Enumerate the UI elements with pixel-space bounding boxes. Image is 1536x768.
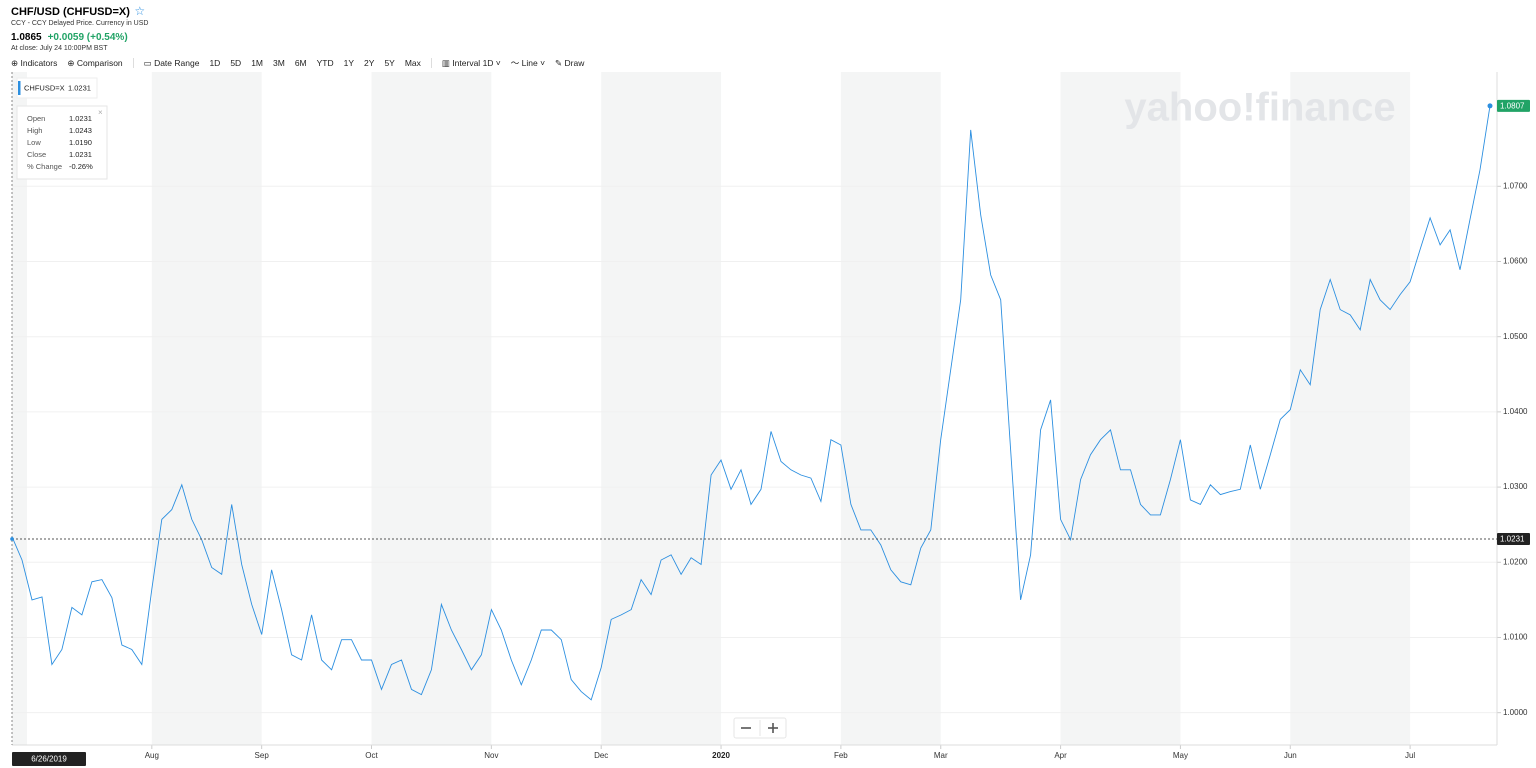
cursor-value-badge	[1497, 532, 1530, 545]
y-tick-label: 1.0500	[1503, 332, 1528, 341]
x-tick-label: Dec	[594, 751, 608, 760]
x-tick-label: 2020	[712, 751, 730, 760]
tooltip-key: Low	[27, 138, 41, 147]
tooltip-key: Close	[27, 150, 46, 159]
last-value-badge	[1497, 99, 1530, 112]
x-tick-label: Nov	[484, 751, 498, 760]
month-shade	[12, 72, 27, 745]
range-button[interactable]: 6M	[294, 58, 307, 68]
range-button[interactable]: YTD	[316, 58, 334, 68]
range-button[interactable]: 5Y	[384, 58, 395, 68]
month-shade	[1290, 72, 1411, 745]
legend-chip	[16, 77, 98, 99]
range-button[interactable]: 2Y	[364, 58, 375, 68]
separator	[132, 58, 134, 68]
toolbar-item[interactable]: 〜 Line ˅	[510, 58, 546, 68]
month-shade	[840, 72, 941, 745]
x-tick-label: Jun	[1284, 751, 1297, 760]
y-tick-label: 1.0300	[1503, 482, 1528, 491]
x-tick-label: Apr	[1054, 751, 1067, 760]
y-tick-label: 1.0000	[1503, 708, 1528, 717]
range-button[interactable]: 1M	[251, 58, 263, 68]
tooltip-value: 1.0231	[69, 114, 92, 123]
toolbar-item[interactable]: ✎ Draw	[555, 57, 585, 68]
tooltip-value: 1.0243	[69, 126, 92, 135]
range-button[interactable]: Max	[404, 58, 421, 68]
y-tick-label: 1.0600	[1503, 257, 1528, 266]
toolbar-label: Date Range	[154, 57, 200, 68]
y-tick-label: 1.0700	[1503, 181, 1528, 190]
x-tick-label: May	[1173, 751, 1188, 760]
toolbar-label: Draw	[564, 57, 585, 68]
month-shade	[1060, 72, 1181, 745]
x-tick-label: Aug	[145, 751, 159, 760]
toolbar-label: Interval	[452, 57, 481, 68]
cursor-value-label: 1.0231	[1500, 535, 1525, 544]
y-tick-label: 1.0100	[1503, 633, 1528, 642]
range-button[interactable]: 1D	[209, 58, 221, 68]
tooltip	[16, 105, 108, 180]
tooltip-key: Open	[27, 114, 45, 123]
toolbar-label: Line	[521, 58, 538, 68]
range-button[interactable]: 3M	[273, 58, 285, 68]
tooltip-key: % Change	[27, 162, 62, 171]
separator	[430, 58, 432, 68]
x-tick-label: Jul	[1405, 751, 1415, 760]
price: 1.0865	[11, 32, 42, 43]
toolbar-label: Indicators	[20, 57, 58, 68]
legend-swatch	[18, 81, 21, 95]
header: CHF/USD (CHFUSD=X) ☆ CCY - CCY Delayed P…	[11, 2, 148, 52]
watch-star[interactable]: ☆	[134, 4, 146, 18]
x-tick-label: Sep	[255, 751, 270, 760]
x-tick-label: Oct	[365, 751, 378, 760]
price-change: +0.0059 (+0.54%)	[47, 32, 128, 43]
last-value-label: 1.0807	[1500, 101, 1525, 110]
cursor-point	[10, 537, 14, 541]
toolbar-label: 1D	[482, 57, 494, 68]
legend-symbol: CHFUSD=X	[24, 83, 65, 92]
last-point	[1487, 103, 1493, 109]
tooltip-value: 1.0231	[69, 150, 92, 159]
y-tick-label: 1.0400	[1503, 407, 1528, 416]
range-button[interactable]: 5D	[230, 58, 242, 68]
toolbar-item[interactable]: ▥ Interval 1D ˅	[441, 57, 501, 68]
toolbar-item[interactable]: ⊕ Comparison	[67, 57, 123, 68]
title: CHF/USD (CHFUSD=X)	[11, 6, 130, 18]
cursor-date-label: 6/26/2019	[31, 755, 67, 764]
close-time: At close: July 24 10:00PM BST	[11, 45, 108, 52]
cursor-date-badge	[12, 752, 86, 766]
price-line	[11, 105, 1491, 701]
tooltip-key: High	[27, 126, 42, 135]
toolbar-label: Comparison	[76, 57, 123, 68]
tooltip-value: -0.26%	[69, 162, 93, 171]
x-tick-label: Mar	[934, 751, 948, 760]
tooltip-close[interactable]: ×	[98, 108, 103, 117]
x-tick-label: Feb	[834, 751, 848, 760]
watermark: yahoo!finance	[1124, 86, 1395, 130]
subtitle: CCY - CCY Delayed Price. Currency in USD	[11, 20, 149, 27]
tooltip-value: 1.0190	[69, 138, 92, 147]
month-shade	[371, 72, 492, 745]
range-button[interactable]: 1Y	[343, 58, 355, 68]
y-tick-label: 1.0200	[1503, 557, 1528, 566]
toolbar-item[interactable]: ▭ Date Range	[143, 57, 200, 68]
zoom-controls	[733, 717, 787, 739]
toolbar: ⊕ Indicators ⊕ Comparison ▭ Date Range 1…	[11, 57, 584, 69]
toolbar-item[interactable]: ⊕ Indicators	[11, 57, 58, 68]
month-shade	[601, 72, 722, 745]
month-shade	[151, 72, 262, 745]
legend-value: 1.0231	[68, 83, 91, 92]
